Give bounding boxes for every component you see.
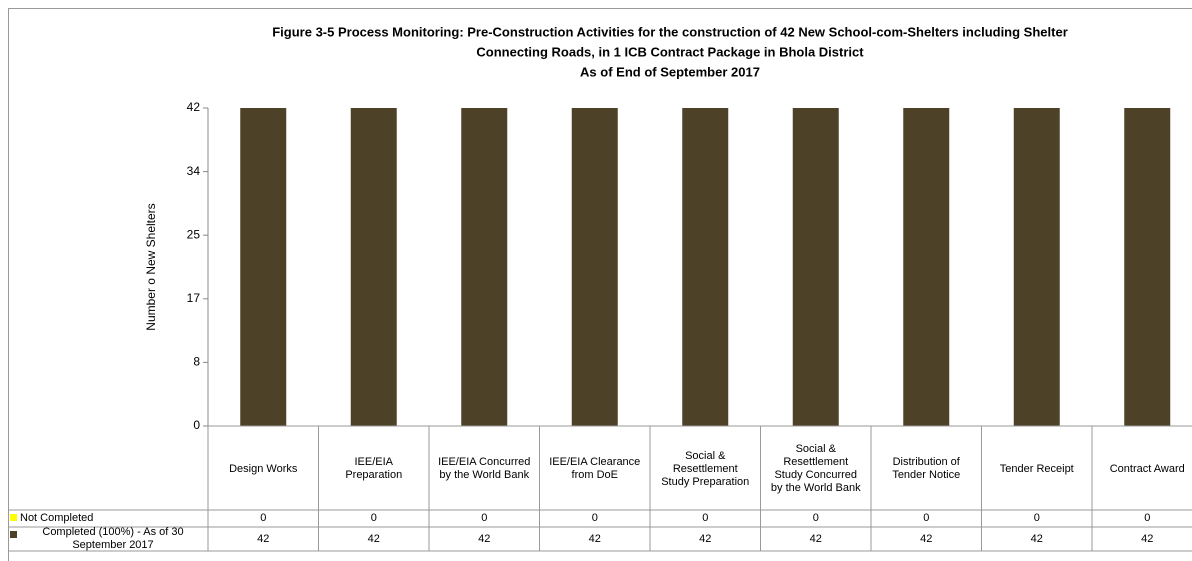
chart-title: As of End of September 2017: [580, 64, 760, 79]
category-label: Design Works: [229, 462, 298, 475]
bar: [1013, 108, 1060, 426]
data-table-value: 42: [809, 532, 822, 545]
data-table-value: 42: [699, 532, 712, 545]
y-tick-label: 17: [187, 291, 201, 305]
category-label: IEE/EIA Concurred by the World Bank: [438, 456, 531, 481]
y-tick-label: 34: [187, 164, 201, 178]
chart-title: Figure 3-5 Process Monitoring: Pre-Const…: [272, 24, 1068, 39]
legend-label: Completed (100%) - As of 30 September 20…: [42, 526, 184, 551]
data-table-value: 42: [1141, 532, 1154, 545]
legend-key: [10, 531, 17, 538]
data-table-value: 0: [370, 512, 377, 524]
category-label: Tender Receipt: [999, 462, 1074, 475]
data-table-value: 42: [588, 532, 601, 545]
category-label: Contract Award: [1109, 462, 1185, 475]
bar: [903, 108, 950, 426]
data-table-value: 42: [367, 532, 380, 545]
data-table-value: 0: [1033, 512, 1040, 524]
bar: [461, 108, 508, 426]
category-label: IEE/EIA Preparation: [345, 456, 403, 481]
category-label: Distribution of Tender Notice: [892, 456, 961, 481]
bar: [682, 108, 729, 426]
data-table-value: 0: [812, 512, 819, 524]
y-axis-label: Number o New Shelters: [144, 203, 158, 330]
bar: [571, 108, 618, 426]
legend-entry: Not Completed: [10, 510, 206, 527]
y-tick-label: 0: [193, 418, 200, 432]
legend-key: [10, 514, 17, 521]
data-table-value: 42: [1030, 532, 1043, 545]
category-label: Social & Resettlement Study Preparation: [661, 449, 750, 488]
data-table-value: 0: [591, 512, 598, 524]
y-tick-label: 8: [193, 355, 200, 369]
data-table-value: 0: [923, 512, 930, 524]
y-tick-label: 42: [187, 100, 201, 114]
legend-entry: Completed (100%) - As of 30 September 20…: [10, 526, 206, 551]
bar: [792, 108, 839, 426]
bar: [240, 108, 287, 426]
category-label: IEE/EIA Clearance from DoE: [549, 456, 641, 481]
data-table-value: 0: [1144, 512, 1151, 524]
y-tick-label: 25: [187, 227, 201, 241]
data-table-value: 0: [702, 512, 709, 524]
legend-label: Not Completed: [20, 512, 94, 524]
bar: [1124, 108, 1171, 426]
chart-border: [8, 8, 1192, 561]
data-table-value: 0: [481, 512, 488, 524]
data-table-value: 42: [920, 532, 933, 545]
data-table-value: 42: [478, 532, 491, 545]
bar: [350, 108, 397, 426]
data-table-value: 42: [257, 532, 270, 545]
chart-title: Connecting Roads, in 1 ICB Contract Pack…: [476, 44, 864, 59]
category-label: Social & Resettlement Study Concurred by…: [770, 443, 861, 494]
data-table-value: 0: [260, 512, 267, 524]
